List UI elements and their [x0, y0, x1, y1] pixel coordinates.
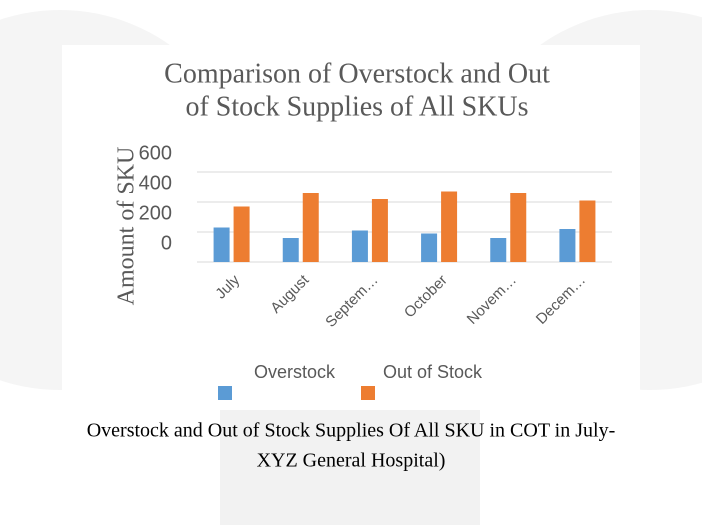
bar: [579, 200, 596, 262]
legend-label: Out of Stock: [383, 362, 483, 382]
legend-swatch: [218, 386, 232, 400]
y-tick-label: 0: [161, 232, 172, 254]
bar: [351, 230, 368, 262]
y-tick-label: 600: [139, 142, 172, 164]
y-tick-label: 200: [139, 202, 172, 224]
caption: Overstock and Out of Stock Supplies Of A…: [87, 420, 616, 442]
bar: [371, 199, 388, 262]
chart-title: of Stock Supplies of All SKUs: [185, 91, 528, 122]
bar: [421, 233, 438, 262]
bar: [441, 191, 458, 262]
legend-label: Overstock: [254, 362, 336, 382]
caption: XYZ General Hospital): [257, 450, 446, 472]
chart-title: Comparison of Overstock and Out: [164, 58, 550, 89]
chart-area: [62, 45, 640, 410]
y-axis-label: Amount of SKU: [114, 147, 140, 306]
bar: [510, 193, 527, 262]
bar: [213, 227, 230, 262]
bar: [282, 238, 299, 262]
y-tick-label: 400: [139, 172, 172, 194]
bar: [559, 229, 576, 262]
legend-swatch: [361, 386, 375, 400]
bar: [490, 238, 507, 262]
bar: [233, 206, 250, 262]
bar: [302, 193, 319, 262]
